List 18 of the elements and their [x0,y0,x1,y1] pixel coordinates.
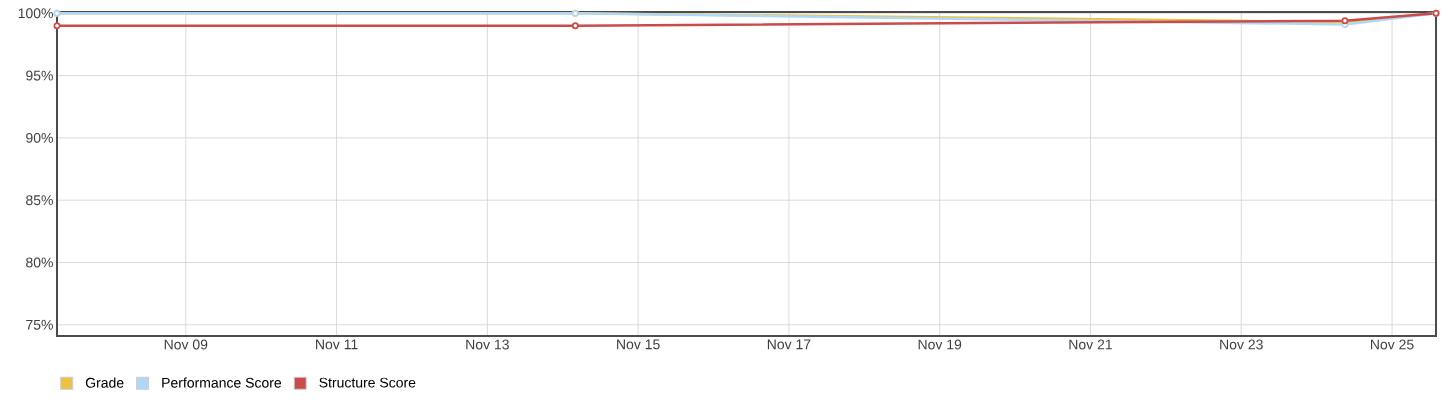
x-tick-label: Nov 19 [918,339,962,350]
x-tick-label: Nov 25 [1371,339,1414,350]
legend-label: Performance Score [162,377,282,388]
x-tick-label: Nov 11 [316,339,358,350]
x-tick-label: Nov 23 [1220,339,1263,350]
y-tick-label: 90% [26,132,53,143]
y-tick-label: 100% [18,8,53,19]
x-tick-label: Nov 13 [466,339,509,350]
legend-label: Structure Score [319,377,416,388]
y-tick-label: 75% [26,319,53,330]
y-tick-label: 85% [26,195,53,206]
y-tick-label: 95% [26,70,53,81]
legend-label: Grade [85,377,124,388]
x-tick-label: Nov 15 [617,339,660,350]
x-tick-label: Nov 09 [164,339,208,350]
y-tick-label: 80% [26,257,53,268]
x-tick-label: Nov 17 [767,339,811,350]
x-tick-label: Nov 21 [1069,339,1112,350]
